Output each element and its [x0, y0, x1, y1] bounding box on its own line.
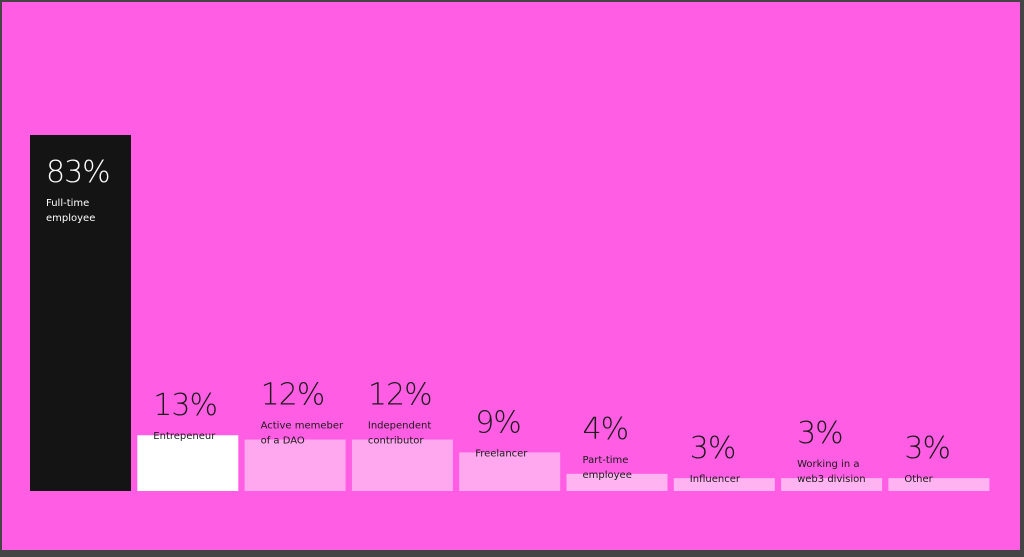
- category-label-5-1: employee: [583, 470, 632, 481]
- value-label-8: 3%: [904, 431, 950, 466]
- bar-8: [888, 478, 990, 491]
- category-label-0-0: Full-time: [46, 198, 89, 209]
- category-label-7-1: web3 division: [797, 474, 866, 485]
- category-label-7-0: Working in a: [797, 459, 859, 470]
- bar-0: [30, 135, 131, 491]
- value-label-3: 12%: [368, 378, 432, 413]
- bar-5: [566, 473, 668, 491]
- bar-3: [351, 439, 453, 491]
- bar-7: [781, 478, 883, 491]
- category-label-8-0: Other: [904, 474, 933, 485]
- value-label-6: 3%: [690, 431, 736, 466]
- category-label-3-0: Independent: [368, 421, 431, 432]
- value-label-7: 3%: [797, 416, 843, 451]
- value-label-5: 4%: [583, 412, 629, 447]
- bar-2: [244, 439, 346, 491]
- category-label-2-0: Active memeber: [261, 421, 344, 432]
- bar-4: [459, 452, 561, 491]
- value-label-0: 83%: [46, 155, 110, 190]
- bar-6: [673, 478, 775, 491]
- value-label-1: 13%: [153, 388, 217, 423]
- category-label-6-0: Influencer: [690, 474, 741, 485]
- category-label-3-1: contributor: [368, 436, 424, 447]
- bar-chart: 83% Full-time employee 13% Entrepeneur 12% Act…: [30, 135, 990, 491]
- value-label-4: 9%: [475, 405, 521, 440]
- category-label-2-1: of a DAO: [261, 436, 305, 447]
- value-label-2: 12%: [261, 378, 325, 413]
- category-label-4-0: Freelancer: [475, 448, 528, 459]
- category-label-1-0: Entrepeneur: [153, 431, 216, 442]
- bar-1: [137, 435, 239, 491]
- chart-panel: 83% Full-time employee 13% Entrepeneur 12% Act…: [2, 2, 1020, 550]
- category-label-0-1: employee: [46, 213, 95, 224]
- category-label-5-0: Part-time: [583, 455, 629, 466]
